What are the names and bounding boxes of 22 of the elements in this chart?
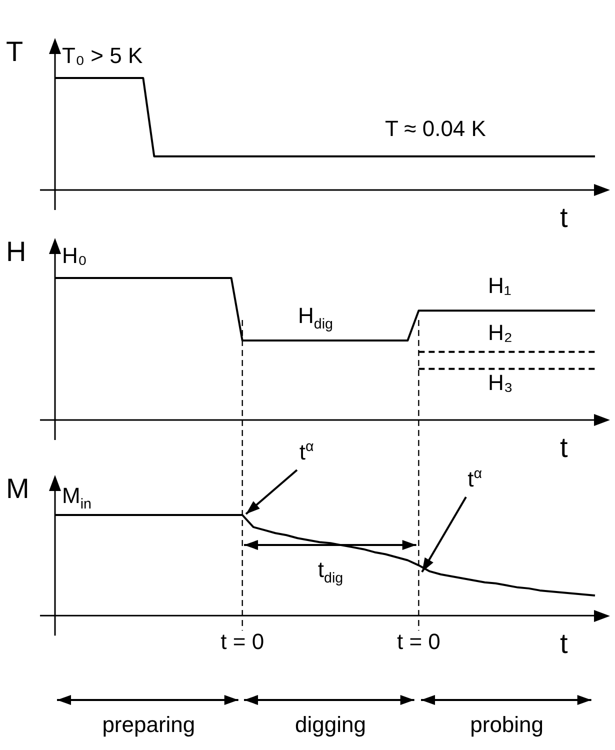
text: M$_{in}$ — [62, 483, 92, 512]
y-axis-title: T — [6, 36, 24, 67]
text: t$^{α}$ — [468, 466, 482, 492]
text: probing — [470, 712, 544, 737]
y-axis-title: M — [6, 473, 30, 504]
x-axis-title: t — [560, 202, 568, 233]
x-tick-label: t = 0 — [220, 628, 264, 654]
y-axis-title: H — [6, 236, 26, 267]
text: t$^{α}$ — [299, 439, 314, 464]
text: H₀ — [62, 243, 88, 268]
x-axis-title: t — [560, 628, 568, 659]
text: preparing — [102, 712, 196, 737]
x-axis-title: t — [560, 432, 568, 463]
annotation: H₂ — [488, 320, 512, 345]
text: digging — [295, 712, 366, 737]
x-tick-label: t = 0 — [396, 628, 440, 654]
annotation: H₁ — [488, 273, 512, 298]
annotation: t$_{dig}$ — [318, 557, 344, 586]
annotation: T ≈ 0.04 K — [385, 116, 486, 141]
annotation: H$_{dig}$ — [298, 303, 333, 332]
annotation: H₃ — [488, 370, 513, 395]
text: T₀ > 5 K — [62, 43, 143, 68]
